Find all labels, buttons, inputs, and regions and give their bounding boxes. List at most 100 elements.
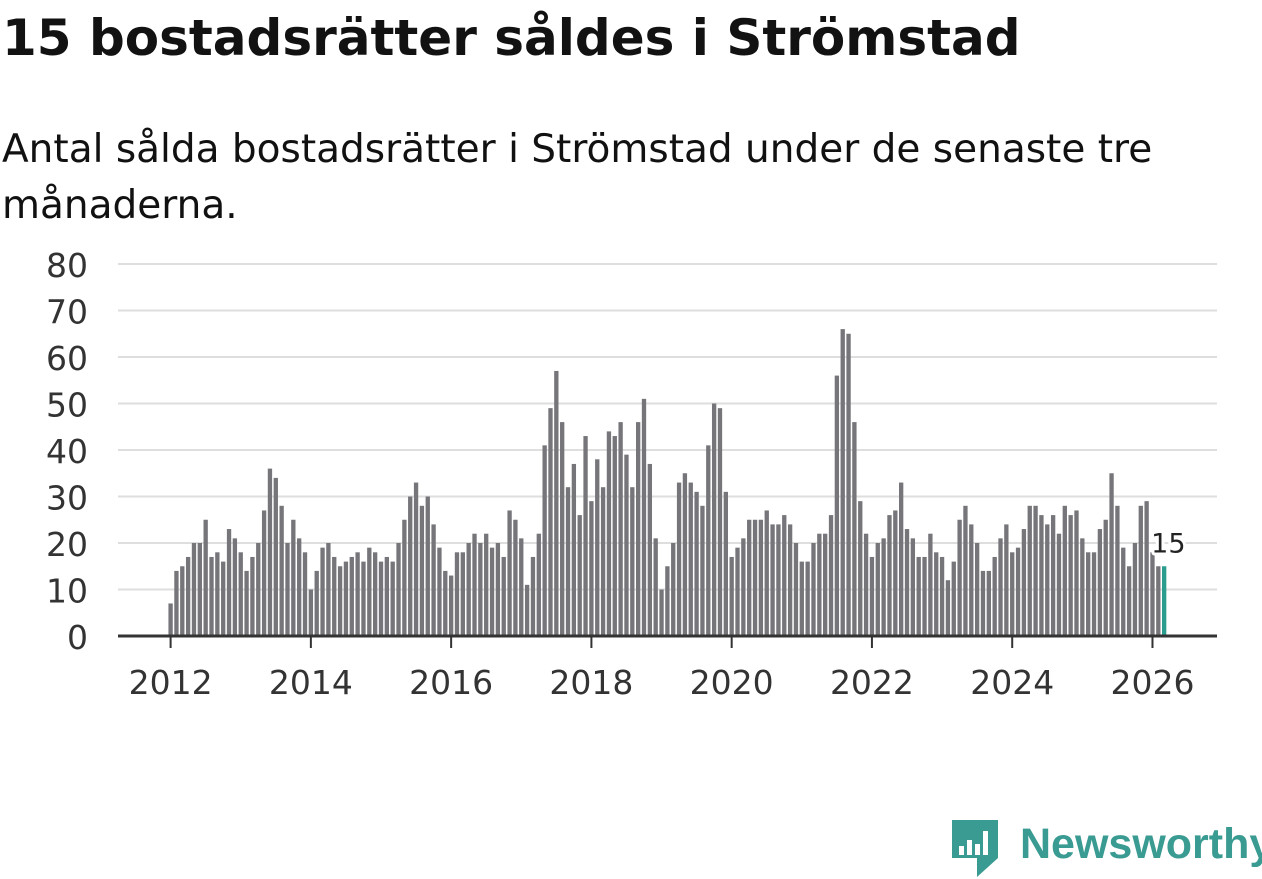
bar xyxy=(1132,543,1138,636)
bar xyxy=(565,487,571,636)
bar xyxy=(343,561,349,636)
bar xyxy=(320,547,325,636)
bar xyxy=(606,431,612,636)
bar xyxy=(1004,524,1009,636)
bar xyxy=(168,603,173,636)
bar xyxy=(367,547,372,636)
bar xyxy=(536,533,541,636)
bar xyxy=(443,570,448,636)
bar xyxy=(647,463,653,636)
bar xyxy=(1150,552,1155,636)
bar xyxy=(203,519,208,636)
bar xyxy=(174,570,179,636)
bar xyxy=(899,482,904,636)
bar xyxy=(437,547,442,636)
bar xyxy=(747,519,752,636)
bar xyxy=(221,561,226,636)
bar xyxy=(1045,524,1050,636)
bar xyxy=(279,505,284,636)
bar xyxy=(238,552,243,636)
x-tick-label: 2018 xyxy=(549,663,633,700)
bar xyxy=(384,556,389,636)
bar xyxy=(600,487,606,636)
bar xyxy=(858,501,863,636)
bar xyxy=(770,524,775,636)
bar xyxy=(402,519,407,636)
y-tick-label: 60 xyxy=(46,339,88,378)
bar xyxy=(752,519,758,636)
y-axis-tick-labels: 0 10 20 30 40 50 60 70 80 xyxy=(46,246,88,657)
bar xyxy=(1091,552,1097,636)
bar xyxy=(1074,510,1079,636)
bar xyxy=(846,333,851,636)
bar xyxy=(332,556,337,636)
bar xyxy=(934,552,939,636)
bar xyxy=(226,529,232,636)
bar xyxy=(630,487,635,636)
bar xyxy=(945,580,951,636)
bar xyxy=(904,529,910,636)
brand-name: Newsworthy xyxy=(1020,820,1262,868)
bar xyxy=(834,375,840,636)
bar xyxy=(215,552,220,636)
bar xyxy=(185,556,191,636)
bar xyxy=(624,454,629,636)
bar xyxy=(881,538,886,636)
bar xyxy=(472,533,477,636)
bar xyxy=(828,515,834,636)
bar xyxy=(653,538,658,636)
y-tick-label: 50 xyxy=(46,386,88,425)
bar xyxy=(694,491,699,636)
annotations: 15 xyxy=(1148,525,1188,562)
bar xyxy=(1068,515,1073,636)
bar xyxy=(758,519,764,636)
bar xyxy=(349,556,354,636)
y-tick-label: 10 xyxy=(46,572,88,611)
bar xyxy=(916,556,921,636)
bar xyxy=(671,543,676,636)
bar xyxy=(700,505,705,636)
bar xyxy=(823,533,828,636)
bar xyxy=(1015,547,1021,636)
bar xyxy=(425,496,430,636)
bar xyxy=(244,570,249,636)
x-axis: 2012 2014 2016 2018 2020 2022 2024 2026 xyxy=(118,634,1217,700)
bar xyxy=(998,538,1003,636)
bar xyxy=(793,543,799,636)
newsworthy-logo: Newsworthy xyxy=(950,818,1262,878)
bar xyxy=(408,496,413,636)
bar xyxy=(811,543,816,636)
bar xyxy=(209,556,214,636)
bar xyxy=(1021,529,1027,636)
bar xyxy=(326,543,331,636)
bar xyxy=(717,408,723,636)
bar xyxy=(735,547,740,636)
y-tick-label: 40 xyxy=(46,432,88,471)
bar xyxy=(297,538,302,636)
bar xyxy=(396,543,401,636)
bar xyxy=(524,584,530,636)
bar xyxy=(764,510,769,636)
bar xyxy=(460,552,465,636)
y-tick-label: 30 xyxy=(46,479,88,518)
bar xyxy=(191,543,197,636)
bar xyxy=(448,575,454,636)
bar xyxy=(974,543,980,636)
bar xyxy=(232,538,238,636)
bar xyxy=(665,566,670,636)
x-tick-label: 2012 xyxy=(129,663,213,700)
bar xyxy=(741,538,746,636)
x-tick-label: 2026 xyxy=(1110,663,1194,700)
bar xyxy=(928,533,933,636)
bar xyxy=(840,329,845,636)
y-tick-label: 0 xyxy=(67,618,88,657)
bar xyxy=(589,501,594,636)
bar xyxy=(1097,529,1103,636)
bar xyxy=(197,543,202,636)
bar xyxy=(256,543,261,636)
bar xyxy=(1080,538,1085,636)
bar xyxy=(910,538,916,636)
bar xyxy=(261,510,267,636)
y-tick-label: 70 xyxy=(46,293,88,332)
bar xyxy=(875,543,880,636)
